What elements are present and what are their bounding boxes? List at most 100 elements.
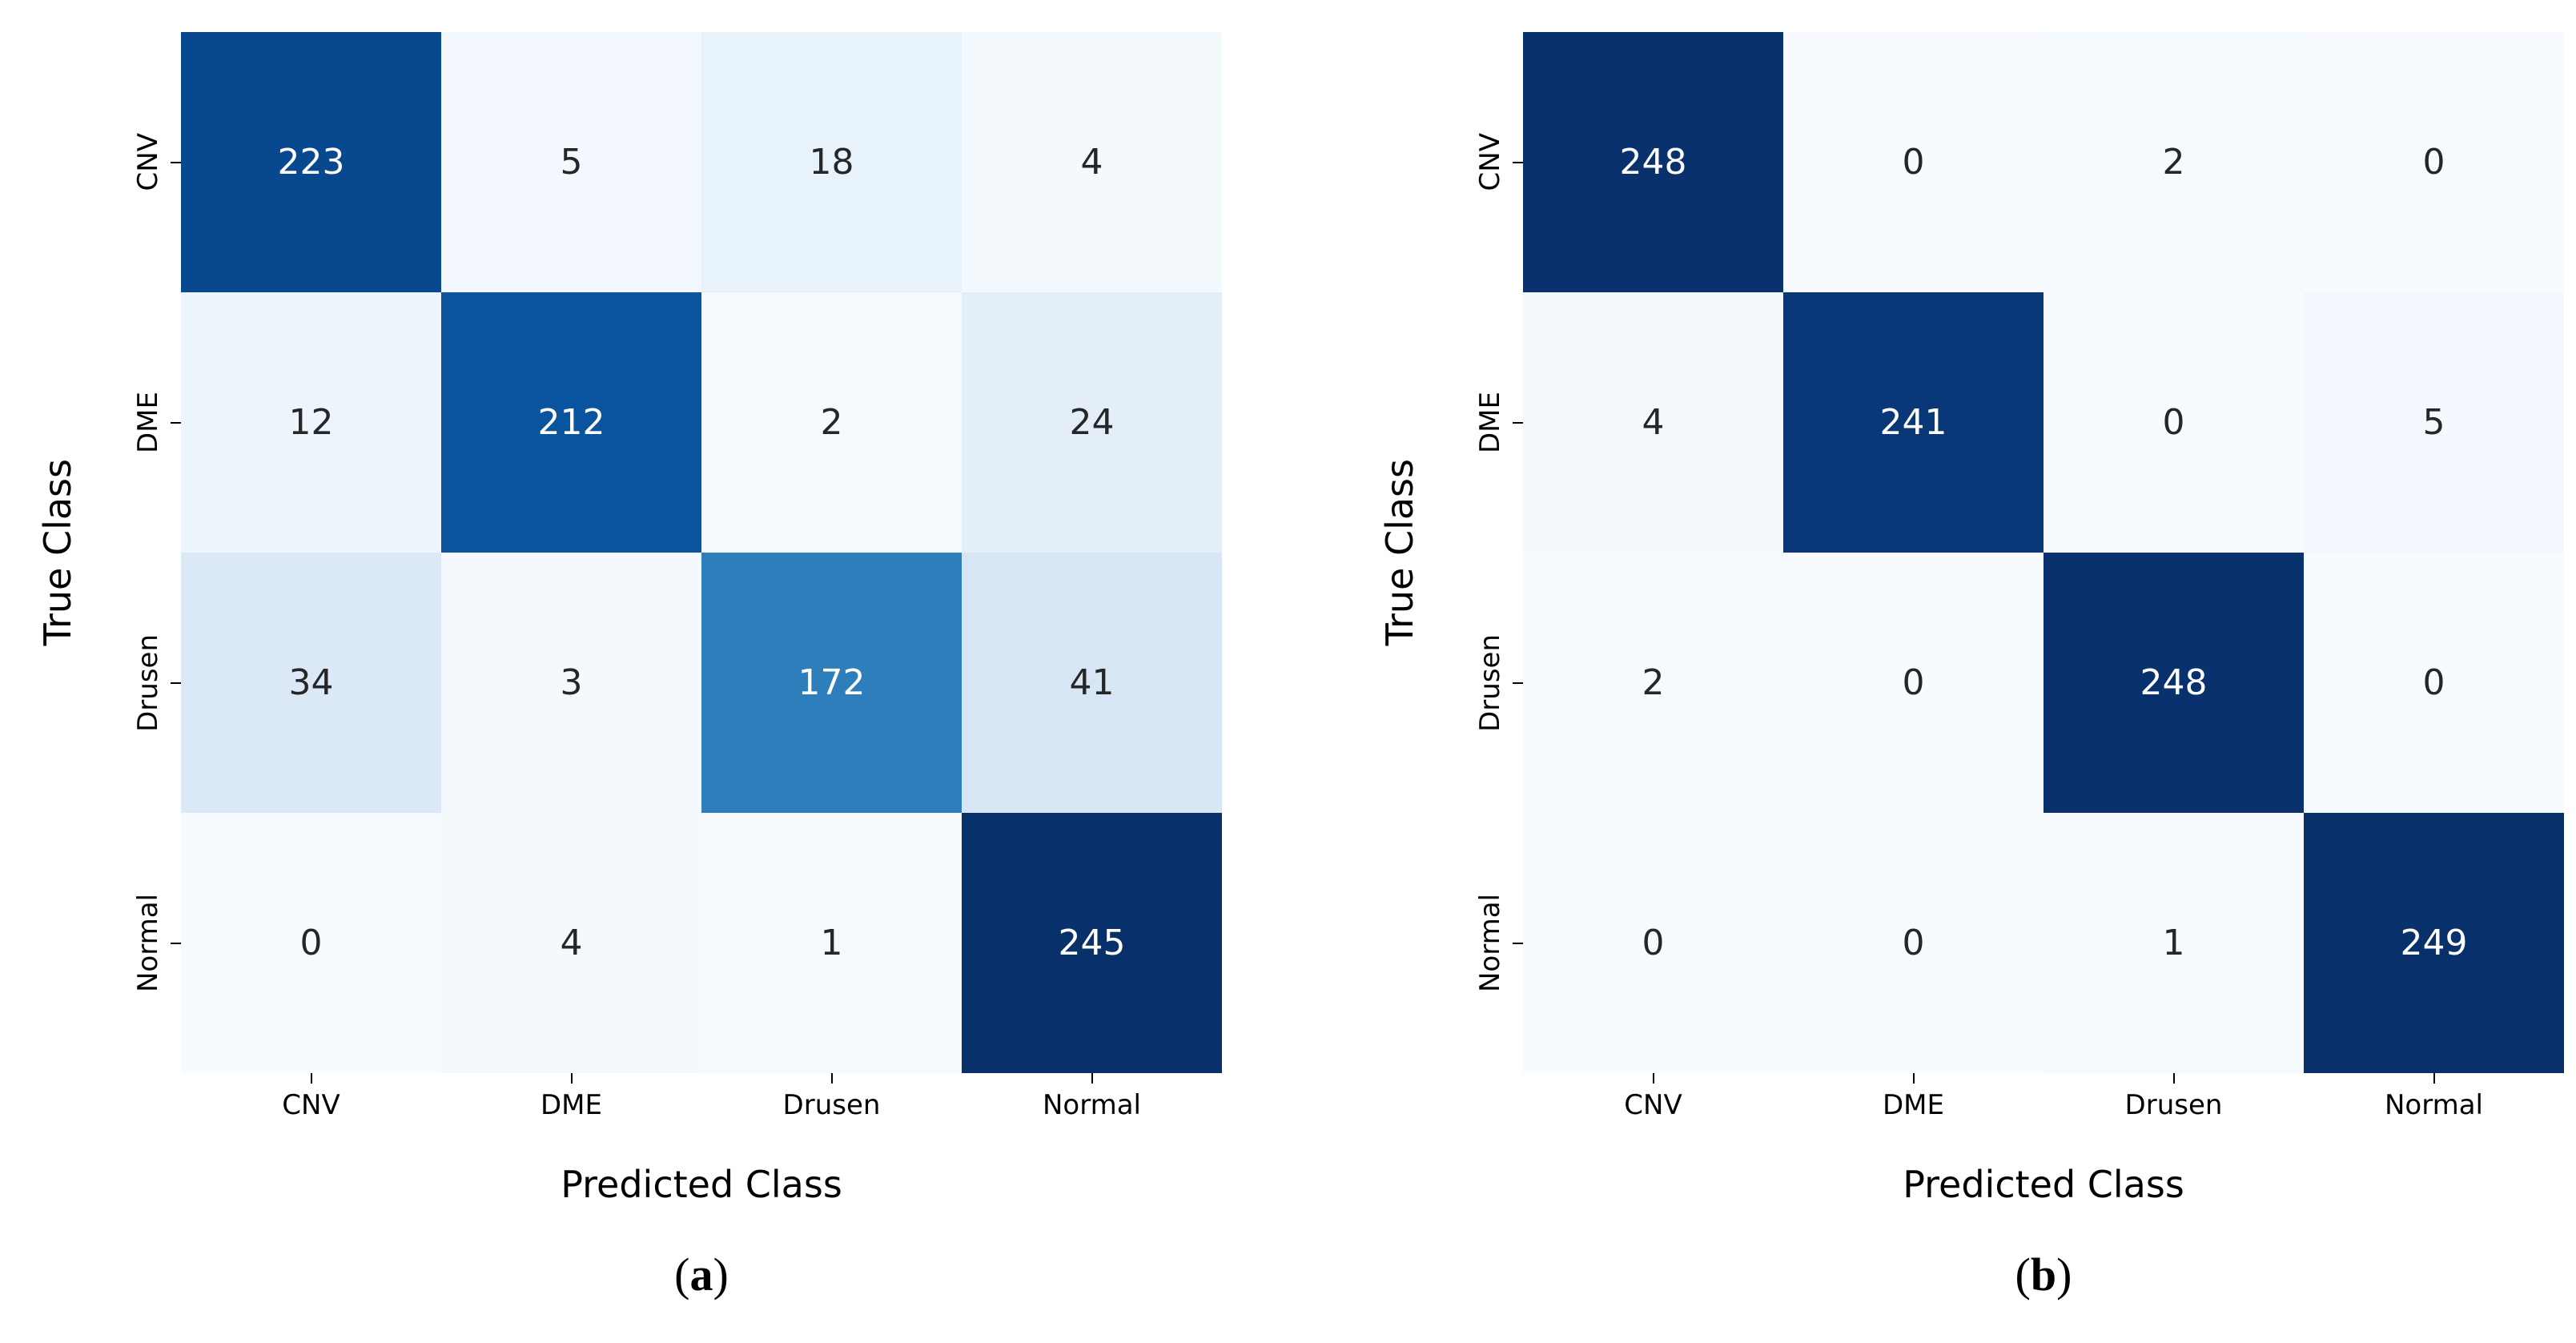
x-tick-label: CNV: [282, 1089, 340, 1121]
x-tick-label: Normal: [2384, 1089, 2484, 1121]
y-axis-label-container: True Class: [1363, 32, 1437, 1073]
y-tick-mark: [1513, 682, 1523, 684]
y-axis-label: True Class: [1378, 459, 1421, 646]
heatmap-cell-CNV-Normal: 4: [962, 32, 1222, 292]
y-tick-row: Normal: [1437, 813, 1523, 1073]
caption-open-paren: (: [2015, 1249, 2031, 1301]
y-tick-row: CNV: [94, 32, 181, 292]
y-tick-labels: CNV DME Drusen Normal: [94, 32, 181, 1073]
confusion-matrix-panel-b: True Class CNV DME Drusen Normal 248 0 2 0 4 241…: [1363, 32, 2564, 1343]
heatmap-cell-Normal-CNV: 0: [181, 813, 441, 1073]
y-tick-row: Drusen: [1437, 553, 1523, 813]
x-tick-label: Drusen: [782, 1089, 881, 1121]
x-tick-labels: CNV DME Drusen Normal: [181, 1089, 1222, 1121]
heatmap-cell-DME-DME: 212: [441, 292, 701, 553]
heatmap-cell-Normal-Drusen: 1: [701, 813, 962, 1073]
y-tick-mark: [171, 421, 181, 424]
x-tick-label: Normal: [1042, 1089, 1142, 1121]
x-tick-mark: [1912, 1073, 1915, 1084]
y-tick-mark: [1513, 161, 1523, 163]
y-tick-labels: CNV DME Drusen Normal: [1437, 32, 1523, 1073]
caption-open-paren: (: [674, 1249, 690, 1301]
heatmap-cell-DME-CNV: 12: [181, 292, 441, 553]
x-tick-labels: CNV DME Drusen Normal: [1523, 1089, 2564, 1121]
y-tick-mark: [1513, 942, 1523, 944]
y-tick-mark: [171, 682, 181, 684]
x-tick-slot: [181, 1073, 441, 1084]
x-tick-slot: [1523, 1073, 1783, 1084]
plot-area-b: True Class CNV DME Drusen Normal 248 0 2 0 4 241…: [1363, 32, 2564, 1073]
heatmap-cell-Drusen-CNV: 2: [1523, 553, 1783, 813]
heatmap-cell-DME-Drusen: 2: [701, 292, 962, 553]
panel-caption-b: (b): [1523, 1248, 2564, 1301]
y-tick-row: Normal: [94, 813, 181, 1073]
y-axis-label: True Class: [36, 459, 79, 646]
y-tick-label: Normal: [132, 893, 164, 993]
heatmap-cell-CNV-Drusen: 18: [701, 32, 962, 292]
heatmap-cell-CNV-Normal: 0: [2304, 32, 2564, 292]
heatmap-cell-Normal-CNV: 0: [1523, 813, 1783, 1073]
x-tick-slot: [1783, 1073, 2044, 1084]
y-tick-label: DME: [132, 392, 164, 453]
heatmap-cell-Normal-Normal: 249: [2304, 813, 2564, 1073]
x-tick-mark: [570, 1073, 573, 1084]
heatmap-cell-DME-CNV: 4: [1523, 292, 1783, 553]
x-tick-mark: [1091, 1073, 1093, 1084]
y-axis-label-container: True Class: [21, 32, 94, 1073]
y-tick-label: CNV: [132, 133, 164, 191]
heatmap-cell-Drusen-DME: 0: [1783, 553, 2044, 813]
caption-close-paren: ): [2056, 1249, 2072, 1301]
heatmap-cell-CNV-DME: 0: [1783, 32, 2044, 292]
heatmap-cell-DME-DME: 241: [1783, 292, 2044, 553]
y-tick-row: Drusen: [94, 553, 181, 813]
y-tick-row: DME: [1437, 292, 1523, 553]
heatmap-cell-Drusen-Normal: 0: [2304, 553, 2564, 813]
x-axis-label: Predicted Class: [561, 1163, 842, 1206]
heatmap-cell-Drusen-DME: 3: [441, 553, 701, 813]
y-tick-row: CNV: [1437, 32, 1523, 292]
y-tick-label: Drusen: [132, 633, 164, 732]
y-tick-label: Drusen: [1474, 633, 1506, 732]
x-tick-mark: [2172, 1073, 2175, 1084]
x-tick-slot: [701, 1073, 962, 1084]
x-tick-label: DME: [1883, 1089, 1944, 1121]
confusion-matrix-panel-a: True Class CNV DME Drusen Normal 223 5 18 4 12 2…: [21, 32, 1222, 1343]
heatmap-grid: 248 0 2 0 4 241 0 5 2 0 248 0 0 0 1 249: [1523, 32, 2564, 1073]
y-tick-mark: [1513, 421, 1523, 424]
heatmap-cell-Drusen-Drusen: 172: [701, 553, 962, 813]
heatmap-cell-DME-Normal: 24: [962, 292, 1222, 553]
x-axis-label: Predicted Class: [1903, 1163, 2184, 1206]
heatmap-cell-CNV-Drusen: 2: [2044, 32, 2304, 292]
heatmap-cell-CNV-DME: 5: [441, 32, 701, 292]
y-tick-label: DME: [1474, 392, 1506, 453]
x-tick-mark: [830, 1073, 833, 1084]
y-tick-label: CNV: [1474, 133, 1506, 191]
caption-letter: b: [2030, 1249, 2057, 1301]
y-tick-row: DME: [94, 292, 181, 553]
x-tick-label: DME: [541, 1089, 602, 1121]
x-tick-slot: [441, 1073, 701, 1084]
x-tick-label: Drusen: [2124, 1089, 2223, 1121]
y-tick-mark: [171, 161, 181, 163]
heatmap-cell-Normal-DME: 0: [1783, 813, 2044, 1073]
x-tick-marks: [181, 1073, 1222, 1084]
heatmap-cell-CNV-CNV: 223: [181, 32, 441, 292]
panel-caption-a: (a): [181, 1248, 1222, 1301]
x-tick-mark: [310, 1073, 312, 1084]
x-tick-mark: [2433, 1073, 2435, 1084]
heatmap-cell-DME-Normal: 5: [2304, 292, 2564, 553]
caption-close-paren: ): [713, 1249, 729, 1301]
heatmap-cell-Drusen-Normal: 41: [962, 553, 1222, 813]
x-tick-slot: [2304, 1073, 2564, 1084]
y-tick-mark: [171, 942, 181, 944]
heatmap-cell-Drusen-CNV: 34: [181, 553, 441, 813]
x-tick-mark: [1652, 1073, 1654, 1084]
x-tick-slot: [2044, 1073, 2304, 1084]
heatmap-cell-Normal-DME: 4: [441, 813, 701, 1073]
heatmap-cell-DME-Drusen: 0: [2044, 292, 2304, 553]
plot-area-a: True Class CNV DME Drusen Normal 223 5 18 4 12 2…: [21, 32, 1222, 1073]
caption-letter: a: [689, 1249, 713, 1301]
x-tick-marks: [1523, 1073, 2564, 1084]
x-tick-label: CNV: [1624, 1089, 1682, 1121]
